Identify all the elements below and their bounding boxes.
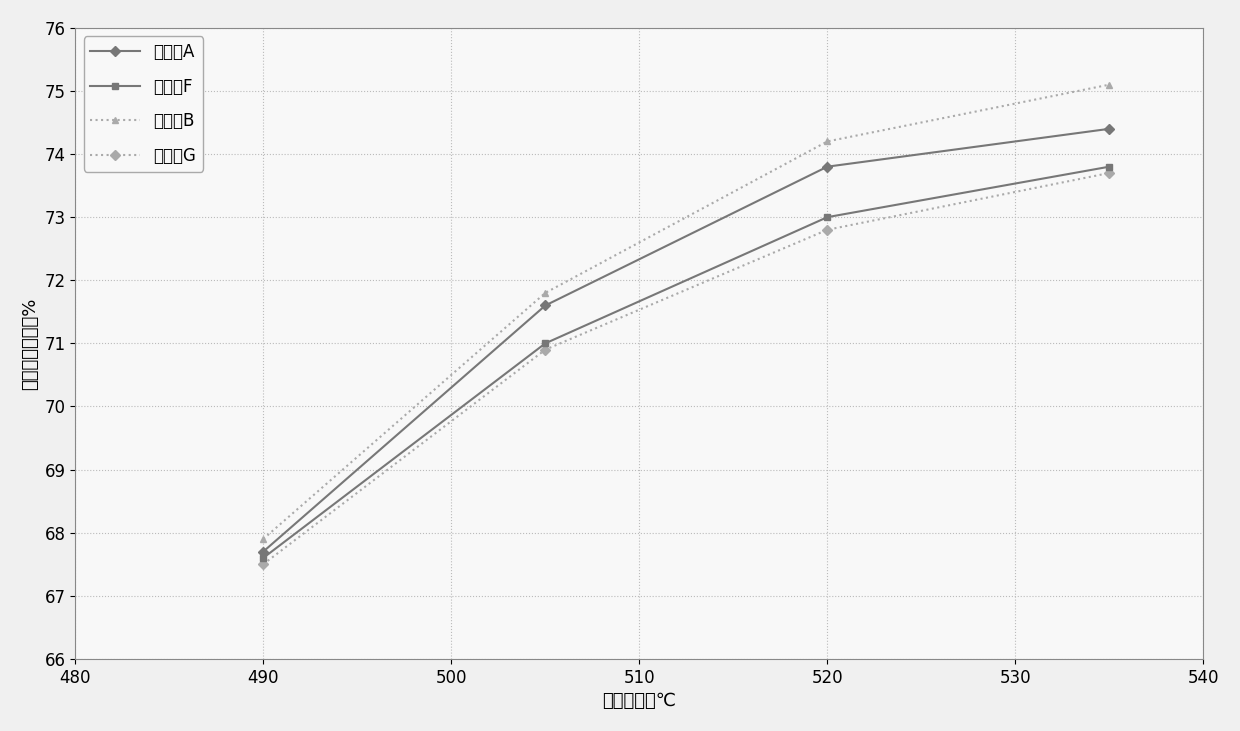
- Y-axis label: 芳烃产率，质量%: 芳烃产率，质量%: [21, 298, 38, 390]
- Line: 催化劑B: 催化劑B: [260, 81, 1112, 542]
- 催化劑G: [1102, 169, 1117, 178]
- 催化劑B: [820, 137, 835, 145]
- 催化劑F: [1102, 162, 1117, 171]
- 催化劑G: [820, 225, 835, 234]
- 催化劑A: [538, 301, 553, 310]
- 催化劑F: [820, 213, 835, 221]
- 催化劑B: [255, 534, 270, 543]
- 催化劑G: [538, 345, 553, 354]
- 催化劑F: [255, 553, 270, 562]
- Line: 催化劑G: 催化劑G: [260, 170, 1112, 568]
- 催化劑A: [1102, 124, 1117, 133]
- Legend: 催化劑A, 催化劑F, 催化劑B, 催化劑G: 催化劑A, 催化劑F, 催化劑B, 催化劑G: [83, 36, 203, 172]
- 催化劑A: [255, 548, 270, 556]
- 催化劑A: [820, 162, 835, 171]
- 催化劑B: [1102, 80, 1117, 89]
- X-axis label: 反应温度，℃: 反应温度，℃: [603, 692, 676, 711]
- Line: 催化劑A: 催化劑A: [260, 125, 1112, 555]
- Line: 催化劑F: 催化劑F: [260, 163, 1112, 561]
- 催化劑B: [538, 289, 553, 298]
- 催化劑G: [255, 560, 270, 569]
- 催化劑F: [538, 339, 553, 348]
